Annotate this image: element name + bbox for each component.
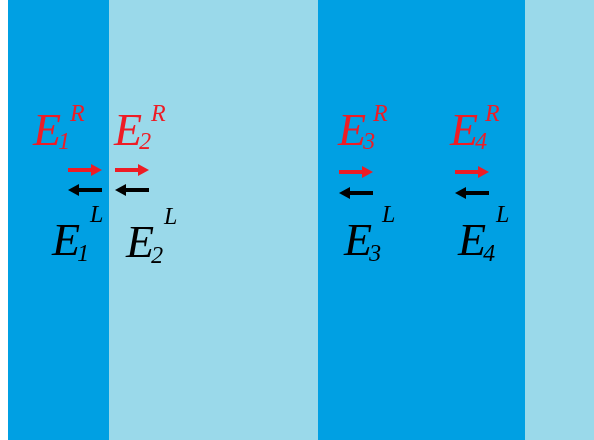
right-arrow-icon <box>115 164 149 176</box>
field-label-e1-left: E1 L <box>52 202 104 267</box>
right-arrow-icon <box>455 166 489 178</box>
layer-band-4 <box>525 0 594 440</box>
left-arrow-icon <box>115 184 149 196</box>
layer-band-1 <box>8 0 109 440</box>
right-arrow-icon <box>339 166 373 178</box>
field-label-e1-right: E1 R <box>33 101 85 155</box>
left-arrow-icon <box>339 187 373 199</box>
field-label-e3-left: E3 L <box>344 202 396 267</box>
field-label-e4-left: E4 L <box>458 202 510 267</box>
field-label-e3-right: E3 R <box>338 101 388 155</box>
field-label-e2-right: E2 R <box>114 101 166 155</box>
left-arrow-icon <box>68 184 102 196</box>
right-arrow-icon <box>68 164 102 176</box>
layer-band-2 <box>109 0 318 440</box>
field-label-e4-right: E4 R <box>450 101 500 155</box>
field-label-e2-left: E2 L <box>126 204 178 269</box>
layer-band-3 <box>318 0 525 440</box>
left-arrow-icon <box>455 187 489 199</box>
